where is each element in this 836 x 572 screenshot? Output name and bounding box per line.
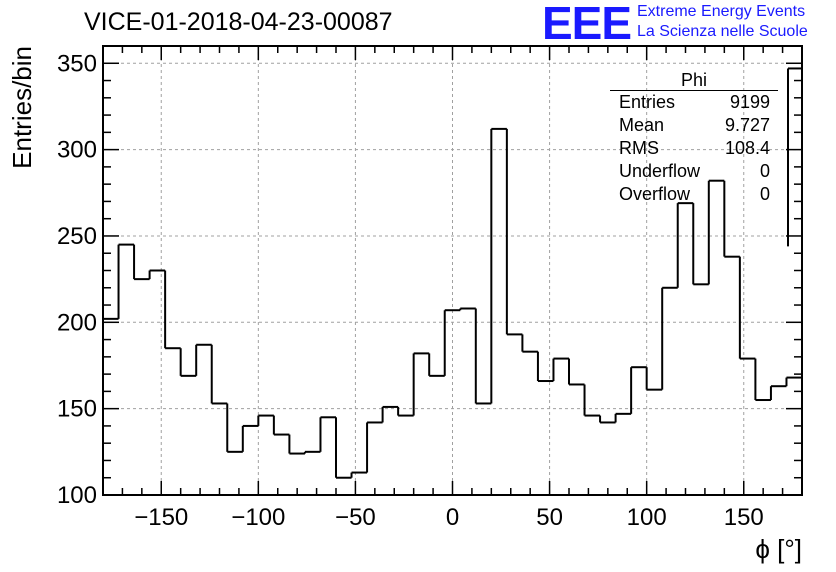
x-tick-label: 150 [724,504,764,531]
x-tick-label: 100 [627,504,667,531]
stats-value: 9199 [729,92,770,112]
stats-row-rms: RMS 108.4 [610,137,778,160]
y-axis-label: Entries/bin [7,46,37,169]
x-tick-label: 0 [446,504,459,531]
stats-key: Mean [619,115,665,135]
stats-row-overflow: Overflow 0 [610,183,778,206]
eee-logo: EEE [542,0,632,49]
stats-value: 0 [759,161,770,181]
logo-text-line2: La Scienza nelle Scuole [637,23,808,40]
x-tick-label: 50 [536,504,563,531]
stats-value: 108.4 [724,138,770,158]
y-tick-label: 250 [57,223,97,250]
logo-text-line1: Extreme Energy Events [637,3,806,20]
stats-box: Phi Entries 9199 Mean 9.727 RMS 108.4 Un… [610,70,778,206]
y-tick-label: 350 [57,50,97,77]
stats-key: Overflow [619,184,691,204]
y-tick-label: 300 [57,137,97,164]
stats-key: Entries [619,92,676,112]
stats-row-entries: Entries 9199 [610,91,778,114]
stats-row-underflow: Underflow 0 [610,160,778,183]
y-tick-label: 150 [57,396,97,423]
stats-row-mean: Mean 9.727 [610,114,778,137]
y-tick-label: 100 [57,482,97,509]
x-tick-label: −100 [231,504,285,531]
x-tick-label: −50 [335,504,376,531]
stats-title: Phi [610,70,778,91]
stats-key: Underflow [619,161,701,181]
x-tick-label: −150 [134,504,188,531]
stats-key: RMS [619,138,659,158]
x-axis-label: ϕ [°] [755,534,802,564]
stats-value: 0 [759,184,770,204]
y-tick-label: 200 [57,309,97,336]
stats-value: 9.727 [724,115,770,135]
chart-title: VICE-01-2018-04-23-00087 [84,8,393,36]
